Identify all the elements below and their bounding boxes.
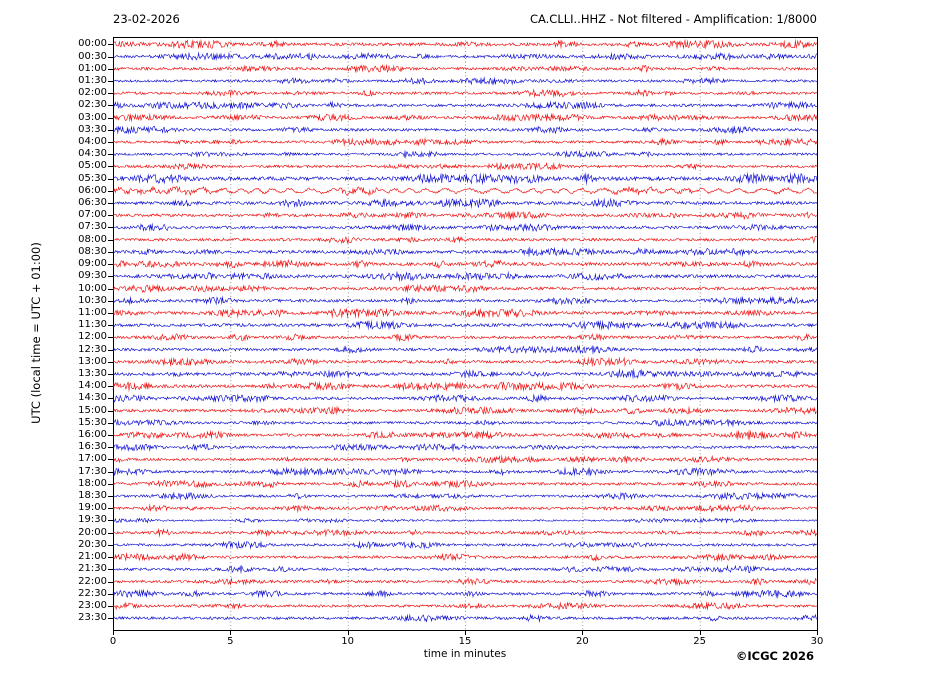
y-tick-label: 16:30	[78, 441, 107, 453]
y-tick-label: 09:00	[78, 258, 107, 270]
y-tick-label: 01:30	[78, 74, 107, 86]
plot-date-title: 23-02-2026	[113, 12, 180, 26]
y-tick-label: 08:00	[78, 233, 107, 245]
y-tick-label: 03:30	[78, 123, 107, 135]
y-tick-label: 05:30	[78, 172, 107, 184]
y-tick-label: 00:30	[78, 50, 107, 62]
y-tick-label: 15:30	[78, 416, 107, 428]
x-tick-label: 0	[109, 636, 117, 647]
y-tick-label: 20:00	[78, 526, 107, 538]
y-tick-label: 17:00	[78, 453, 107, 465]
y-tick-label: 23:30	[78, 612, 107, 624]
y-tick-label: 18:30	[78, 490, 107, 502]
y-tick-label: 04:00	[78, 135, 107, 147]
y-tick-label: 10:00	[78, 282, 107, 294]
y-tick-label: 16:00	[78, 429, 107, 441]
y-tick-label: 12:00	[78, 331, 107, 343]
copyright-credit: ©ICGC 2026	[735, 649, 814, 663]
plot-station-title: CA.CLLI..HHZ - Not filtered - Amplificat…	[529, 12, 817, 26]
y-tick-label: 11:30	[78, 319, 107, 331]
y-tick-label: 15:00	[78, 404, 107, 416]
y-tick-label: 08:30	[78, 245, 107, 257]
y-tick-label: 22:00	[78, 575, 107, 587]
y-tick-label: 00:00	[78, 38, 107, 50]
y-tick-label: 09:30	[78, 270, 107, 282]
y-tick-label: 22:30	[78, 587, 107, 599]
y-tick-label: 04:30	[78, 148, 107, 160]
y-tick-label: 01:00	[78, 62, 107, 74]
y-tick-label: 07:00	[78, 209, 107, 221]
y-tick-label: 02:00	[78, 87, 107, 99]
y-axis-title: UTC (local time = UTC + 01:00)	[29, 242, 43, 424]
y-tick-label: 13:30	[78, 367, 107, 379]
y-tick-label: 11:00	[78, 306, 107, 318]
y-tick-label: 21:00	[78, 551, 107, 563]
x-tick-label: 10	[341, 636, 355, 647]
y-tick-label: 17:30	[78, 465, 107, 477]
x-axis-title: time in minutes	[423, 648, 507, 660]
x-tick-label: 25	[693, 636, 707, 647]
y-tick-label: 10:30	[78, 294, 107, 306]
y-tick-label: 19:30	[78, 514, 107, 526]
y-tick-label: 06:30	[78, 197, 107, 209]
x-tick-label: 30	[810, 636, 824, 647]
y-tick-label: 21:30	[78, 563, 107, 575]
x-tick-label: 5	[227, 636, 234, 647]
y-tick-label: 13:00	[78, 355, 107, 367]
y-tick-label: 12:30	[78, 343, 107, 355]
y-tick-label: 06:00	[78, 184, 107, 196]
y-tick-label: 07:30	[78, 221, 107, 233]
y-tick-label: 05:00	[78, 160, 107, 172]
x-tick-label: 15	[458, 636, 472, 647]
y-tick-label: 14:00	[78, 380, 107, 392]
x-tick-label: 20	[575, 636, 589, 647]
y-tick-label: 19:00	[78, 502, 107, 514]
y-tick-label: 14:30	[78, 392, 107, 404]
y-tick-label: 18:00	[78, 477, 107, 489]
y-tick-label: 20:30	[78, 538, 107, 550]
y-tick-label: 02:30	[78, 99, 107, 111]
y-tick-label: 03:00	[78, 111, 107, 123]
y-tick-label: 23:00	[78, 599, 107, 611]
